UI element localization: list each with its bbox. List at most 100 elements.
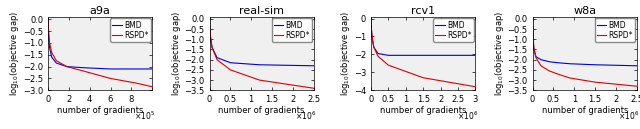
RSPD* [205,18,213,20]
Title: a9a: a9a [90,6,111,16]
RSPD* [132,82,140,84]
BMD [537,59,545,60]
RSPD* [374,55,382,57]
Line: RSPD*: RSPD* [371,19,476,87]
RSPD* [44,18,52,20]
Text: $\times10^{6}$: $\times10^{6}$ [295,110,317,122]
Line: RSPD*: RSPD* [48,19,152,87]
Text: $\times10^{5}$: $\times10^{5}$ [134,110,155,122]
RSPD* [370,46,378,48]
RSPD* [566,77,574,79]
RSPD* [472,86,479,87]
RSPD* [367,21,375,23]
BMD [374,53,382,54]
RSPD* [545,70,553,72]
RSPD* [45,42,53,44]
BMD [213,57,221,58]
RSPD* [63,66,70,67]
X-axis label: number of gradients: number of gradients [541,106,628,115]
BMD [227,62,234,63]
RSPD* [367,18,375,19]
BMD [107,68,115,70]
Line: RSPD*: RSPD* [532,19,637,86]
RSPD* [529,34,537,36]
BMD [367,22,375,24]
BMD [310,65,317,67]
BMD [529,36,537,38]
BMD [545,61,553,62]
RSPD* [368,36,376,37]
Legend: BMD, RSPD*: BMD, RSPD* [271,18,312,42]
BMD [207,36,214,38]
BMD [385,55,392,56]
RSPD* [52,60,60,61]
BMD [591,64,599,66]
Title: rcv1: rcv1 [411,6,435,16]
RSPD* [207,34,214,36]
X-axis label: number of gradients: number of gradients [57,106,143,115]
BMD [554,62,561,63]
BMD [52,62,60,64]
Y-axis label: log$_{10}$(objective gap): log$_{10}$(objective gap) [339,11,353,96]
RSPD* [554,73,561,75]
Y-axis label: log$_{10}$(objective gap): log$_{10}$(objective gap) [493,11,506,96]
X-axis label: number of gradients: number of gradients [218,106,305,115]
Legend: BMD, RSPD*: BMD, RSPD* [595,18,636,42]
BMD [529,18,536,20]
BMD [206,26,214,28]
BMD [530,49,538,50]
BMD [566,63,574,64]
Line: RSPD*: RSPD* [209,19,314,88]
BMD [148,68,156,70]
RSPD* [537,65,545,67]
Line: BMD: BMD [371,19,476,55]
RSPD* [367,28,375,29]
BMD [256,64,264,66]
Text: $\times10^{6}$: $\times10^{6}$ [618,110,639,122]
BMD [208,47,216,48]
BMD [370,46,378,48]
RSPD* [44,24,52,26]
RSPD* [48,52,56,53]
Text: $\times10^{6}$: $\times10^{6}$ [457,110,478,122]
BMD [367,29,375,30]
RSPD* [206,25,214,27]
Title: w8a: w8a [573,6,596,16]
Line: BMD: BMD [48,19,152,69]
RSPD* [529,18,536,20]
BMD [81,67,88,68]
BMD [44,26,52,27]
Legend: BMD, RSPD*: BMD, RSPD* [433,18,474,42]
RSPD* [107,78,115,79]
BMD [132,68,140,70]
BMD [472,55,479,56]
Line: BMD: BMD [532,19,637,66]
RSPD* [148,86,156,87]
BMD [45,35,52,37]
BMD [367,18,375,19]
X-axis label: number of gradients: number of gradients [380,106,467,115]
RSPD* [529,25,536,27]
Line: BMD: BMD [209,19,314,66]
RSPD* [213,59,221,60]
BMD [529,26,536,28]
BMD [205,18,213,20]
BMD [63,66,70,67]
Title: real-sim: real-sim [239,6,284,16]
RSPD* [419,77,427,79]
BMD [532,56,540,57]
RSPD* [530,47,538,48]
RSPD* [633,85,640,87]
RSPD* [227,69,234,71]
BMD [48,56,56,58]
BMD [419,55,427,56]
Y-axis label: log$_{10}$(objective gap): log$_{10}$(objective gap) [8,11,22,96]
BMD [368,38,376,39]
RSPD* [385,64,392,66]
RSPD* [532,57,540,58]
Legend: BMD, RSPD*: BMD, RSPD* [110,18,150,42]
BMD [44,18,52,20]
BMD [45,47,53,48]
RSPD* [591,81,599,83]
BMD [633,65,640,67]
